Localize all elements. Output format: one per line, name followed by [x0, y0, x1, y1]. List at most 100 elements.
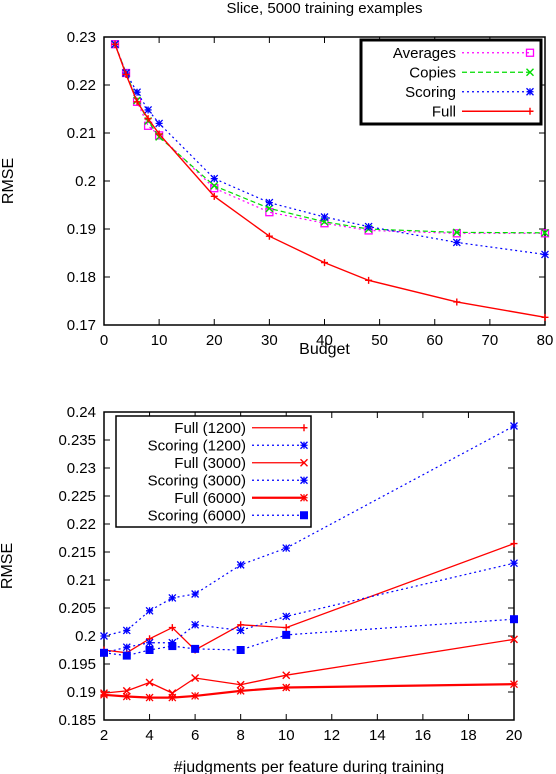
data-point [168, 624, 176, 632]
data-point [510, 635, 518, 644]
legend-marker [300, 511, 308, 520]
data-point [191, 674, 200, 682]
data-point [122, 692, 131, 701]
y-tick-label: 0.215 [58, 544, 96, 561]
data-point [321, 259, 328, 267]
data-point [265, 198, 274, 207]
x-tick-label: 16 [415, 727, 432, 744]
data-point [168, 593, 177, 602]
x-tick-label: 2 [100, 727, 108, 744]
series-line [103, 562, 515, 654]
y-tick-label: 0.235 [58, 432, 96, 449]
data-point [145, 606, 154, 615]
series-line [103, 618, 515, 657]
legend-label: Copies [409, 64, 456, 81]
x-tick-label: 60 [426, 332, 443, 349]
data-point [452, 229, 461, 238]
data-point [236, 680, 245, 689]
data-point [282, 683, 291, 692]
data-point [540, 229, 550, 238]
data-point [100, 648, 108, 657]
data-point [510, 422, 518, 430]
series-4 [100, 680, 518, 702]
legend-label: Averages [393, 45, 456, 62]
series-3 [100, 559, 518, 657]
data-point [236, 626, 245, 635]
y-tick-label: 0.23 [67, 460, 96, 477]
legend-box [359, 38, 543, 126]
data-point [510, 540, 518, 548]
data-point [155, 130, 163, 138]
y-tick-label: 0.24 [67, 404, 96, 421]
x-tick-label: 12 [323, 727, 340, 744]
y-tick-label: 0.225 [58, 488, 96, 505]
series-line [103, 683, 515, 699]
legend-label: Scoring (6000) [148, 507, 246, 524]
x-tick-label: 18 [460, 727, 477, 744]
series-0 [100, 540, 518, 657]
data-point [210, 192, 218, 200]
data-point [364, 222, 373, 231]
legend-marker [300, 476, 308, 485]
legend-marker [526, 68, 534, 77]
series-2 [100, 635, 518, 698]
data-point [282, 544, 291, 553]
x-tick-label: 8 [236, 727, 244, 744]
data-point [265, 204, 274, 213]
x-tick-label: 20 [506, 727, 523, 744]
data-point [452, 238, 461, 247]
y-tick-label: 0.19 [67, 684, 96, 701]
x-tick-label: 40 [316, 332, 333, 349]
data-point [122, 70, 130, 78]
data-point [541, 228, 549, 237]
data-point [133, 98, 141, 106]
x-tick-label: 14 [369, 727, 386, 744]
data-point [452, 228, 461, 237]
legend-label: Full [432, 103, 456, 120]
data-point [282, 630, 291, 639]
legend-marker [300, 424, 308, 432]
legend-marker [300, 441, 308, 450]
y-axis-label: RMSE [0, 543, 16, 589]
data-point [133, 88, 142, 97]
x-tick-label: 10 [278, 727, 295, 744]
data-point [282, 612, 291, 621]
legend-marker [525, 48, 535, 57]
data-point [191, 691, 200, 700]
y-tick-label: 0.23 [67, 29, 96, 46]
x-tick-label: 0 [100, 332, 108, 349]
data-point [265, 232, 273, 240]
series-line [103, 542, 515, 654]
data-point [282, 671, 291, 680]
data-point [236, 646, 245, 654]
x-tick-label: 30 [261, 332, 278, 349]
data-point [145, 678, 154, 687]
x-axis-label: #judgments per feature during training [174, 759, 444, 774]
legend-marker [526, 107, 534, 115]
legend-label: Scoring [405, 84, 456, 101]
data-point [453, 298, 461, 306]
y-tick-label: 0.17 [67, 317, 96, 334]
series-5 [100, 615, 518, 660]
series-3 [111, 40, 549, 321]
data-point [144, 106, 153, 114]
data-point [155, 119, 164, 128]
data-point [122, 626, 131, 635]
series-line [103, 638, 515, 694]
data-point [236, 686, 245, 695]
y-tick-label: 0.18 [67, 269, 96, 286]
data-point [210, 181, 219, 190]
legend-marker [300, 493, 308, 502]
data-point [210, 184, 219, 193]
legend-label: Full (6000) [174, 490, 246, 507]
y-tick-label: 0.22 [67, 516, 96, 533]
data-point [168, 693, 177, 702]
legend-marker [526, 87, 534, 96]
x-tick-label: 50 [371, 332, 388, 349]
y-axis-label: RMSE [0, 158, 17, 204]
legend-marker [300, 458, 308, 467]
chart-bottom: 2 4 6 8 10 12 14 16 18 20 0.185 0.19 0.195 0.2 0.205 0.… [0, 404, 522, 774]
data-point [210, 174, 219, 183]
y-tick-label: 0.2 [75, 628, 96, 645]
